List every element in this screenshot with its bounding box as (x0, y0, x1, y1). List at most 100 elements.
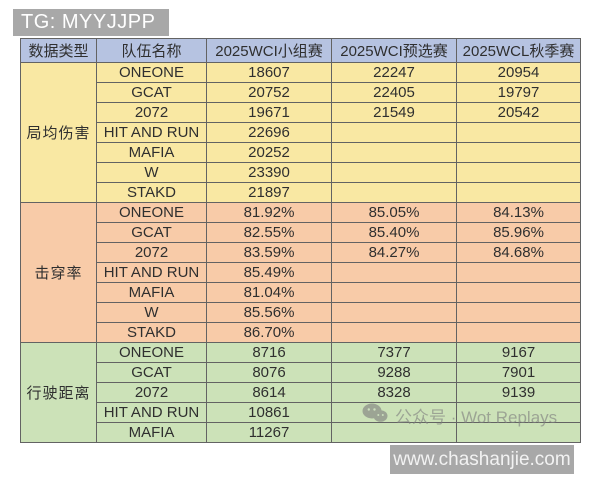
value-cell: 10861 (206, 402, 332, 423)
value-cell: 21897 (206, 182, 332, 203)
value-cell (456, 322, 581, 343)
value-cell: 19797 (456, 82, 581, 103)
column-header: 2025WCL秋季赛 (456, 38, 581, 63)
value-cell: 81.92% (206, 202, 332, 223)
value-cell: 85.56% (206, 302, 332, 323)
table-row: HIT AND RUN 85.49% (21, 262, 581, 283)
value-cell: 22696 (206, 122, 332, 143)
table-row: STAKD 86.70% (21, 322, 581, 343)
value-cell: 18607 (206, 62, 332, 83)
value-cell: 84.68% (456, 242, 581, 263)
value-cell: 7377 (331, 342, 457, 363)
column-header: 队伍名称 (96, 38, 207, 63)
table-row: 2072 83.59% 84.27% 84.68% (21, 242, 581, 263)
value-cell: 85.40% (331, 222, 457, 243)
table-header: 数据类型 队伍名称 2025WCI小组赛 2025WCI预选赛 2025WCL秋季赛 (20, 38, 581, 63)
value-cell: 83.59% (206, 242, 332, 263)
value-cell: 85.05% (331, 202, 457, 223)
value-cell: 19671 (206, 102, 332, 123)
value-cell: 9167 (456, 342, 581, 363)
value-cell (456, 302, 581, 323)
value-cell: 82.55% (206, 222, 332, 243)
table-row: 2072 19671 21549 20542 (21, 102, 581, 123)
value-cell: 85.96% (456, 222, 581, 243)
table-row: 行驶距离 ONEONE 8716 7377 9167 (20, 342, 581, 443)
stats-table: 数据类型 队伍名称 2025WCI小组赛 2025WCI预选赛 2025WCL秋季赛 局… (20, 38, 581, 443)
table-row: MAFIA 11267 (21, 422, 581, 443)
table-row: 2072 8614 8328 9139 (21, 382, 581, 403)
team-name-cell: GCAT (96, 82, 207, 103)
value-cell: 84.13% (456, 202, 581, 223)
column-header: 2025WCI预选赛 (331, 38, 457, 63)
value-cell (331, 322, 457, 343)
value-cell: 23390 (206, 162, 332, 183)
team-name-cell: STAKD (96, 322, 207, 343)
team-name-cell: 2072 (96, 382, 207, 403)
value-cell (331, 262, 457, 283)
team-name-cell: GCAT (96, 222, 207, 243)
value-cell (331, 162, 457, 183)
team-name-cell: GCAT (96, 362, 207, 383)
table-row: MAFIA 20252 (21, 142, 581, 163)
table-row: GCAT 82.55% 85.40% 85.96% (21, 222, 581, 243)
table-row: W 85.56% (21, 302, 581, 323)
team-name-cell: MAFIA (96, 282, 207, 303)
team-name-cell: 2072 (96, 102, 207, 123)
value-cell: 22405 (331, 82, 457, 103)
team-name-cell: HIT AND RUN (96, 262, 207, 283)
value-cell: 7901 (456, 362, 581, 383)
value-cell (456, 262, 581, 283)
team-name-cell: MAFIA (96, 422, 207, 443)
value-cell: 85.49% (206, 262, 332, 283)
header-row: 数据类型 队伍名称 2025WCI小组赛 2025WCI预选赛 2025WCL秋季赛 (20, 38, 581, 63)
value-cell: 81.04% (206, 282, 332, 303)
value-cell (456, 142, 581, 163)
table-row: GCAT 8076 9288 7901 (21, 362, 581, 383)
table-row: MAFIA 81.04% (21, 282, 581, 303)
value-cell (331, 142, 457, 163)
tg-badge: TG: MYYJJPP (13, 9, 170, 36)
value-cell: 21549 (331, 102, 457, 123)
team-name-cell: W (96, 162, 207, 183)
team-name-cell: ONEONE (96, 342, 207, 363)
table-row: W 23390 (21, 162, 581, 183)
table-row: HIT AND RUN 10861 (21, 402, 581, 423)
value-cell (456, 422, 581, 443)
table-row: GCAT 20752 22405 19797 (21, 82, 581, 103)
value-cell: 20954 (456, 62, 581, 83)
value-cell (331, 422, 457, 443)
value-cell: 9288 (331, 362, 457, 383)
value-cell (456, 122, 581, 143)
value-cell: 20752 (206, 82, 332, 103)
value-cell (331, 282, 457, 303)
section-label: 局均伤害 (20, 62, 97, 203)
value-cell: 9139 (456, 382, 581, 403)
value-cell (456, 402, 581, 423)
team-name-cell: ONEONE (96, 62, 207, 83)
section-label: 行驶距离 (20, 342, 97, 443)
value-cell: 8614 (206, 382, 332, 403)
value-cell (331, 402, 457, 423)
table-row: STAKD 21897 (21, 182, 581, 203)
team-name-cell: 2072 (96, 242, 207, 263)
value-cell: 86.70% (206, 322, 332, 343)
value-cell: 20542 (456, 102, 581, 123)
team-name-cell: HIT AND RUN (96, 122, 207, 143)
section-label: 击穿率 (20, 202, 97, 343)
value-cell: 8716 (206, 342, 332, 363)
team-name-cell: ONEONE (96, 202, 207, 223)
team-name-cell: W (96, 302, 207, 323)
value-cell: 8076 (206, 362, 332, 383)
table-row: 击穿率 ONEONE 81.92% 85.05% 84.13% (20, 202, 581, 343)
team-name-cell: HIT AND RUN (96, 402, 207, 423)
value-cell (456, 162, 581, 183)
value-cell: 8328 (331, 382, 457, 403)
value-cell: 20252 (206, 142, 332, 163)
table-body: 局均伤害 ONEONE 18607 22247 20954 GCAT 20752 22405 1… (20, 62, 581, 443)
value-cell (331, 122, 457, 143)
value-cell: 84.27% (331, 242, 457, 263)
table-row: 局均伤害 ONEONE 18607 22247 20954 (20, 62, 581, 203)
value-cell (331, 302, 457, 323)
table-row: HIT AND RUN 22696 (21, 122, 581, 143)
